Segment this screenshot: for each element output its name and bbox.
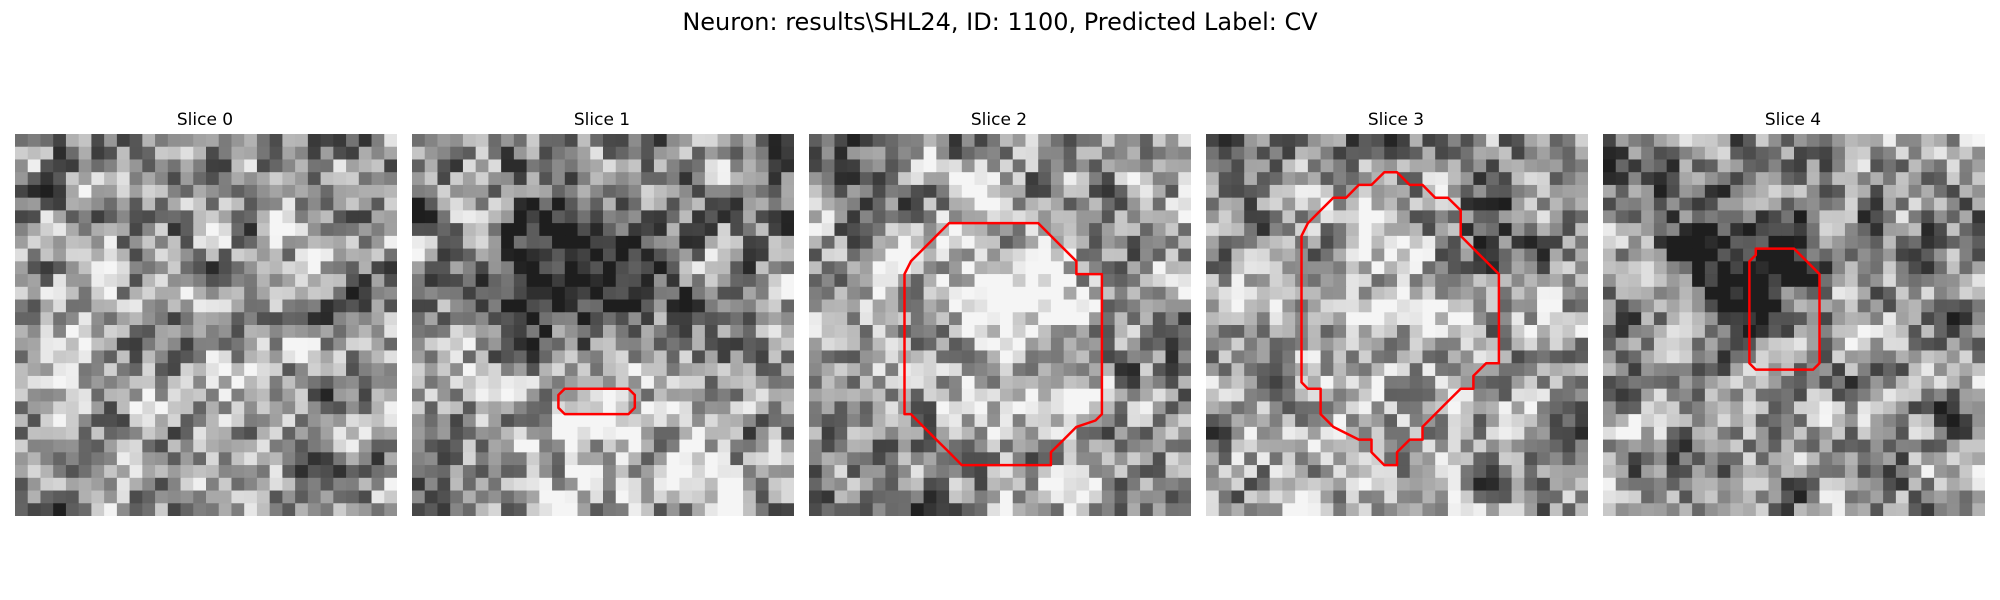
figure-title: Neuron: results\SHL24, ID: 1100, Predict… [682, 8, 1318, 36]
roi-contour-4 [1748, 247, 1821, 371]
slice-image-1 [412, 134, 794, 516]
roi-contour-2 [903, 221, 1104, 467]
slice-pixel-grid-4 [1603, 134, 1985, 516]
slice-image-0 [15, 134, 397, 516]
slice-pixel-grid-0 [15, 134, 397, 516]
slice-title-2: Slice 2 [970, 110, 1028, 130]
slice-image-4 [1603, 134, 1985, 516]
slice-pixel-grid-2 [809, 134, 1191, 516]
slice-title-3: Slice 3 [1367, 110, 1425, 130]
slice-title-0: Slice 0 [176, 110, 234, 130]
roi-contour-1 [557, 387, 637, 416]
roi-contour-3 [1300, 170, 1501, 467]
slice-title-4: Slice 4 [1764, 110, 1822, 130]
slice-image-3 [1206, 134, 1588, 516]
slice-image-2 [809, 134, 1191, 516]
slice-pixel-grid-3 [1206, 134, 1588, 516]
slice-title-1: Slice 1 [573, 110, 631, 130]
slice-pixel-grid-1 [412, 134, 794, 516]
